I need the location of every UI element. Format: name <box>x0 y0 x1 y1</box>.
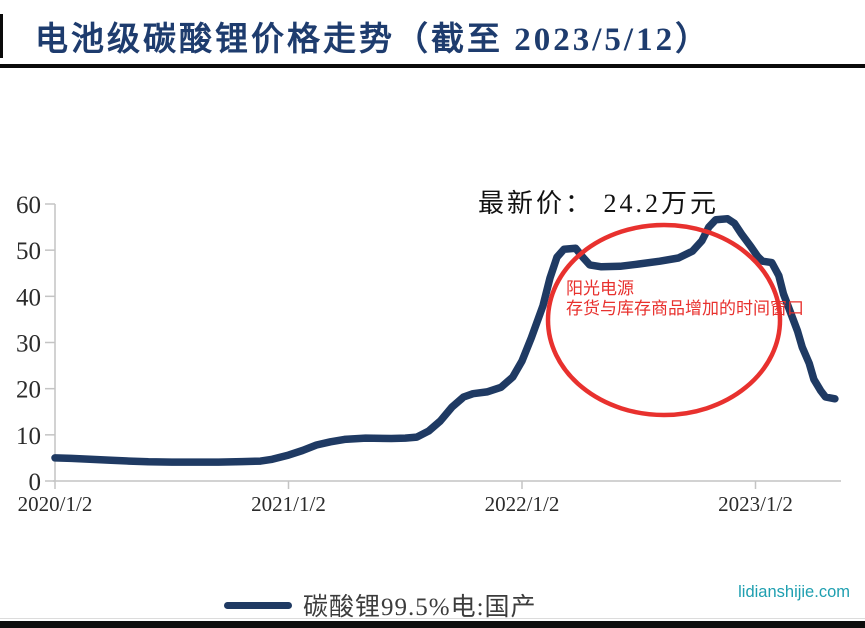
x-tick-label: 2023/1/2 <box>718 492 793 516</box>
highlight-annotation-line1: 阳光电源 <box>566 279 634 298</box>
page-title: 电池级碳酸锂价格走势（截至 2023/5/12） <box>35 22 712 58</box>
highlight-annotation: 阳光电源 存货与库存商品增加的时间窗口 <box>566 279 804 319</box>
y-tick-label: 60 <box>16 192 41 219</box>
x-tick-label: 2022/1/2 <box>485 492 560 516</box>
price-line-series <box>51 215 839 466</box>
highlight-annotation-line2: 存货与库存商品增加的时间窗口 <box>566 299 804 318</box>
chart-legend: 碳酸锂99.5%电:国产 <box>224 589 537 621</box>
bottom-hairline <box>0 618 865 619</box>
left-border-mark <box>0 14 3 58</box>
latest-price-annotation: 最新价： 24.2万元 <box>478 189 720 218</box>
chart-tick-labels: 0 10 20 30 40 50 60 2020/1/2 2021/1/2 2022/1/2 202… <box>16 192 793 516</box>
site-watermark: lidianshijie.com <box>738 583 850 601</box>
y-tick-label: 20 <box>16 377 41 404</box>
y-tick-label: 40 <box>16 284 41 311</box>
y-tick-label: 0 <box>29 469 42 496</box>
chart-axes <box>45 203 841 489</box>
title-divider <box>0 64 865 68</box>
x-tick-label: 2021/1/2 <box>251 492 326 516</box>
x-tick-label: 2020/1/2 <box>18 492 93 516</box>
bottom-black-bar <box>0 621 865 628</box>
y-tick-label: 50 <box>16 238 41 265</box>
y-tick-label: 30 <box>16 331 41 358</box>
legend-line-swatch <box>224 601 292 609</box>
highlight-ellipse <box>545 222 783 418</box>
y-tick-label: 10 <box>16 423 41 450</box>
legend-series-label: 碳酸锂99.5%电:国产 <box>303 594 537 621</box>
